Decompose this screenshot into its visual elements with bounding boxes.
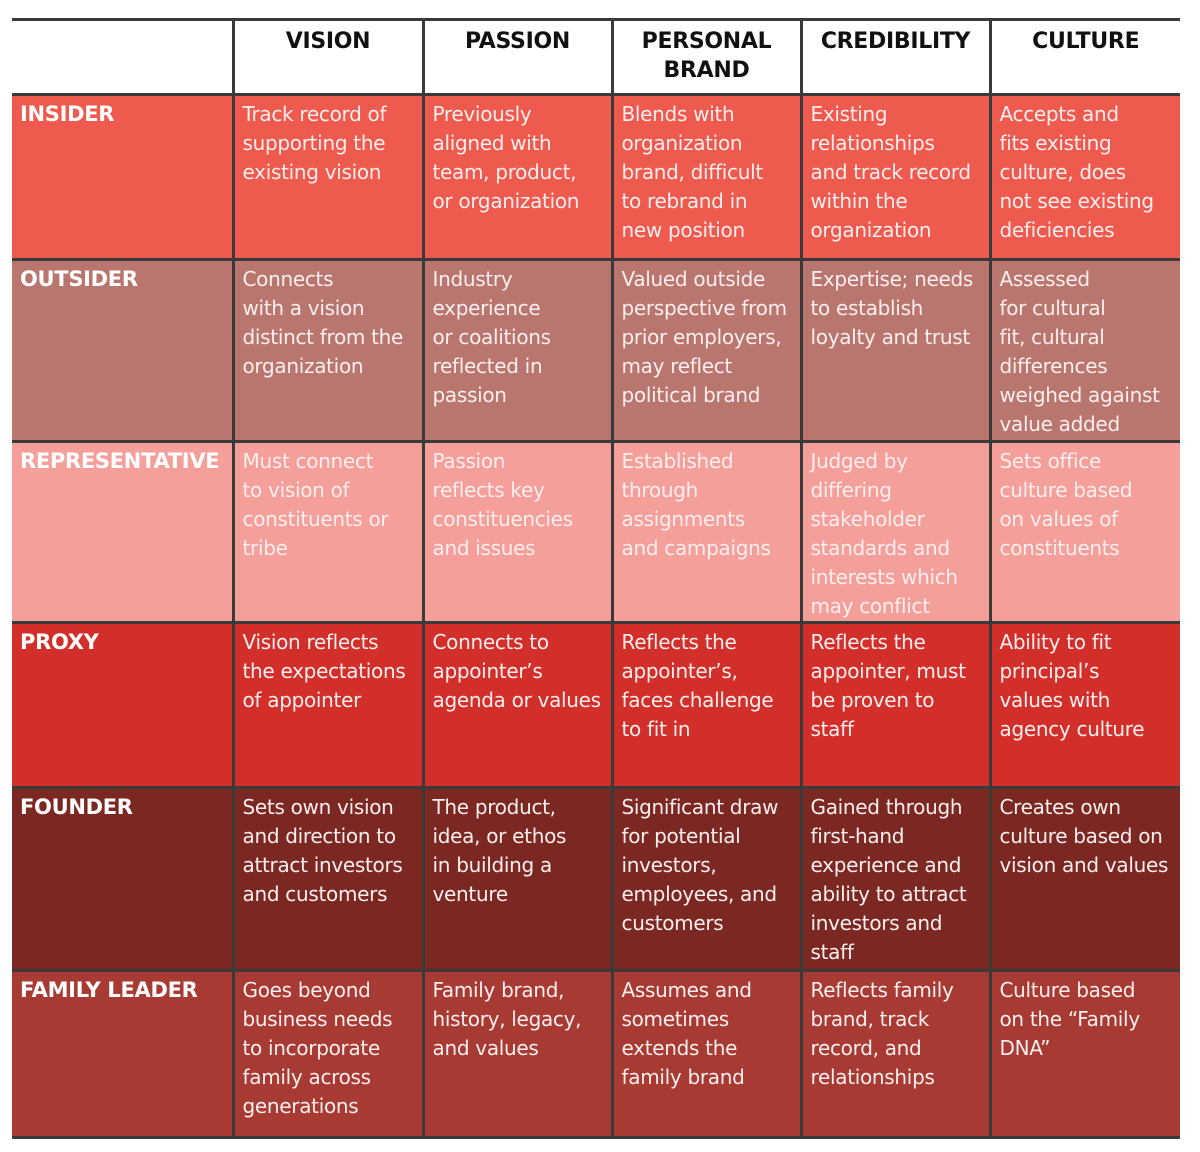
- table-cell: Reflects the appointer, must be proven t…: [799, 621, 992, 789]
- row-representative: REPRESENTATIVE Must connect to vision of …: [12, 440, 1180, 624]
- table-cell: Valued outside perspective from prior em…: [610, 258, 803, 443]
- table-cell: Ability to fit principal’s values with a…: [988, 621, 1180, 789]
- table-cell: Passion reflects key constituencies and …: [421, 440, 614, 624]
- row-header: OUTSIDER: [12, 258, 235, 443]
- table-cell: Reflects family brand, track record, and…: [799, 969, 992, 1139]
- table-cell: Vision reflects the expectations of appo…: [231, 621, 425, 789]
- column-header-vision: VISION: [231, 18, 425, 96]
- table-cell: Accepts and fits existing culture, does …: [988, 93, 1180, 261]
- table-cell: Blends with organization brand, difficul…: [610, 93, 803, 261]
- table-cell: Track record of supporting the existing …: [231, 93, 425, 261]
- table-cell: Sets own vision and direction to attract…: [231, 786, 425, 972]
- header-row: VISION PASSION PERSONAL BRAND CREDIBILITY CU…: [12, 18, 1180, 96]
- row-insider: INSIDER Track record of supporting the ex…: [12, 93, 1180, 261]
- table-cell: Previously aligned with team, product, o…: [421, 93, 614, 261]
- row-proxy: PROXY Vision reflects the expectations of…: [12, 621, 1180, 789]
- table-cell: Existing relationships and track record …: [799, 93, 992, 261]
- row-header: INSIDER: [12, 93, 235, 261]
- table-cell: Creates own culture based on vision and …: [988, 786, 1180, 972]
- row-header: FAMILY LEADER: [12, 969, 235, 1139]
- table-cell: Industry experience or coalitions reflec…: [421, 258, 614, 443]
- row-family-leader: FAMILY LEADER Goes beyond business needs …: [12, 969, 1180, 1139]
- leadership-matrix-table: VISION PASSION PERSONAL BRAND CREDIBILITY CU…: [12, 18, 1180, 1139]
- row-header: PROXY: [12, 621, 235, 789]
- table-cell: The product, idea, or ethos in building …: [421, 786, 614, 972]
- table-cell: Judged by differing stakeholder standard…: [799, 440, 992, 624]
- row-header: FOUNDER: [12, 786, 235, 972]
- table-cell: Must connect to vision of constituents o…: [231, 440, 425, 624]
- table-cell: Gained through first-hand experience and…: [799, 786, 992, 972]
- table-cell: Sets office culture based on values of c…: [988, 440, 1180, 624]
- corner-cell: [12, 18, 235, 96]
- row-header: REPRESENTATIVE: [12, 440, 235, 624]
- row-founder: FOUNDER Sets own vision and direction to …: [12, 786, 1180, 972]
- row-outsider: OUTSIDER Connects with a vision distinct …: [12, 258, 1180, 443]
- table-cell: Expertise; needs to establish loyalty an…: [799, 258, 992, 443]
- column-header-credibility: CREDIBILITY: [799, 18, 992, 96]
- table-cell: Assumes and sometimes extends the family…: [610, 969, 803, 1139]
- table-cell: Assessed for cultural fit, cultural diff…: [988, 258, 1180, 443]
- table-cell: Goes beyond business needs to incorporat…: [231, 969, 425, 1139]
- table-cell: Connects to appointer’s agenda or values: [421, 621, 614, 789]
- column-header-passion: PASSION: [421, 18, 614, 96]
- column-header-culture: CULTURE: [988, 18, 1180, 96]
- table-cell: Family brand, history, legacy, and value…: [421, 969, 614, 1139]
- table-cell: Connects with a vision distinct from the…: [231, 258, 425, 443]
- table-cell: Culture based on the “Family DNA”: [988, 969, 1180, 1139]
- table-cell: Reflects the appointer’s, faces challeng…: [610, 621, 803, 789]
- column-header-personal-brand: PERSONAL BRAND: [610, 18, 803, 96]
- table-cell: Significant draw for potential investors…: [610, 786, 803, 972]
- table-cell: Established through assignments and camp…: [610, 440, 803, 624]
